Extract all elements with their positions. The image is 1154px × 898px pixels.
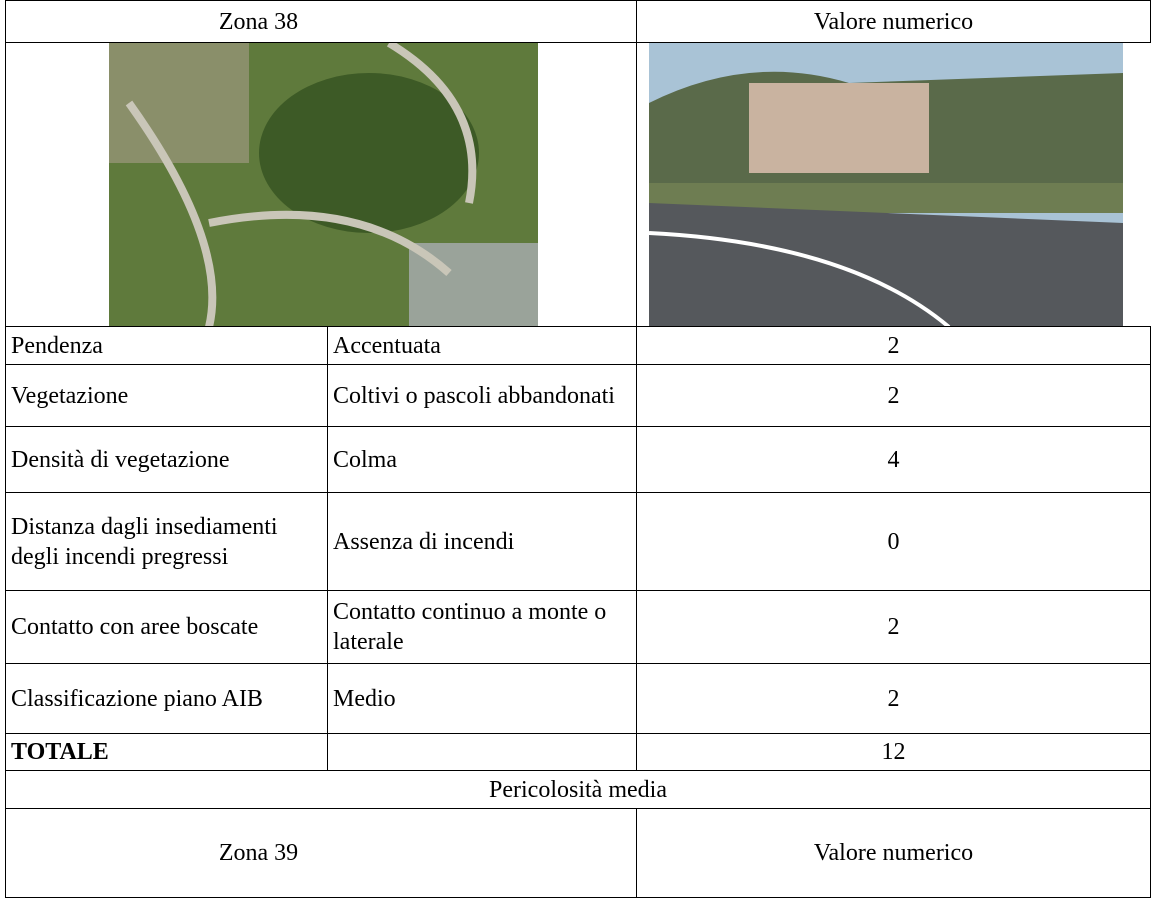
score: 0: [636, 492, 1151, 591]
score: 2: [636, 590, 1151, 664]
score: 2: [636, 364, 1151, 427]
criterion: Distanza dagli insediamenti degli incend…: [5, 492, 328, 591]
class: Assenza di incendi: [327, 492, 637, 591]
criterion: Classificazione piano AIB: [5, 663, 328, 734]
class: Coltivi o pascoli abbandonati: [327, 364, 637, 427]
class: Medio: [327, 663, 637, 734]
score: 4: [636, 426, 1151, 493]
aerial-photo: [109, 43, 538, 327]
value-header: Valore numerico: [636, 808, 1151, 898]
class: Colma: [327, 426, 637, 493]
street-photo: [649, 43, 1123, 327]
criterion: Contatto con aree boscate: [5, 590, 328, 664]
total-label: TOTALE: [5, 733, 328, 771]
aerial-image-cell: [5, 42, 1123, 327]
criterion: Vegetazione: [5, 364, 328, 427]
total-value: 12: [636, 733, 1151, 771]
class: Contatto continuo a monte o laterale: [327, 590, 637, 664]
class: Accentuata: [327, 326, 637, 365]
value-header: Valore numerico: [636, 0, 1151, 43]
score: 2: [636, 663, 1151, 734]
criterion: Pendenza: [5, 326, 328, 365]
hazard-result: Pericolosità media: [5, 770, 1151, 809]
empty-cell: [327, 733, 637, 771]
zone-header: Zona 39: [5, 808, 637, 898]
score: 2: [636, 326, 1151, 365]
zone-header: Zona 38: [5, 0, 637, 43]
criterion: Densità di vegetazione: [5, 426, 328, 493]
